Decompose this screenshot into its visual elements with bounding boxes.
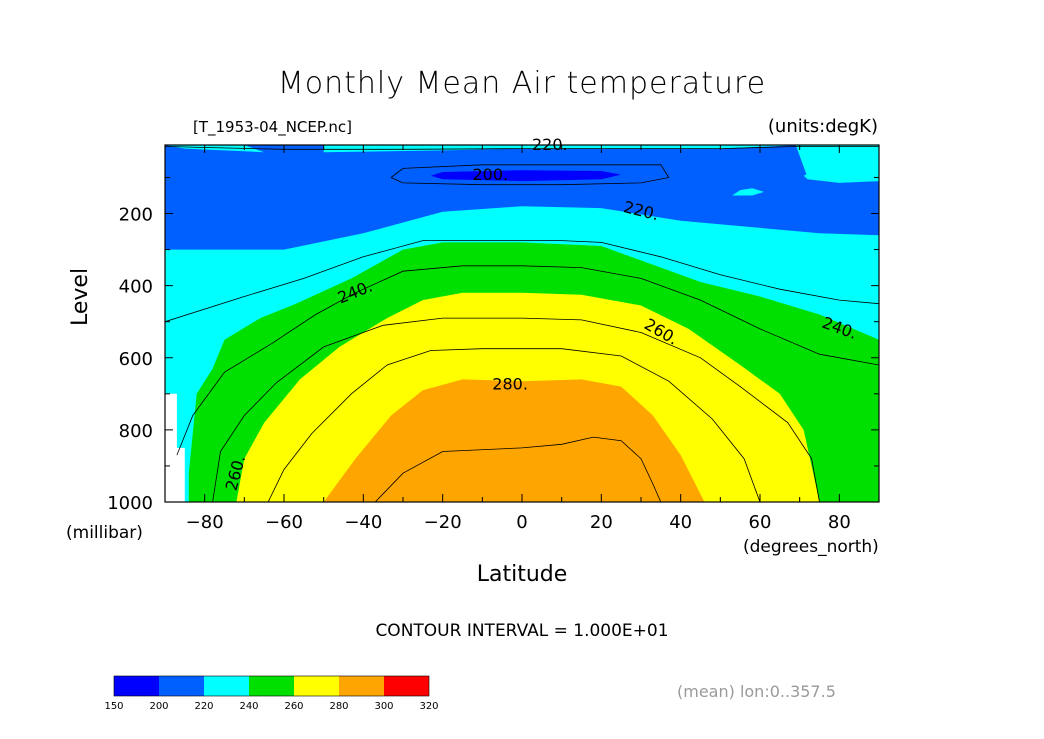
colorbar-swatch xyxy=(339,676,384,696)
contour-region-9 xyxy=(323,379,705,502)
colorbar-tick-label: 320 xyxy=(419,701,438,712)
y-tick-label: 800 xyxy=(119,421,153,442)
x-tick-label: −60 xyxy=(265,512,303,533)
colorbar-swatch xyxy=(114,676,159,696)
x-tick-label: 80 xyxy=(828,512,851,533)
y-axis-units: (millibar) xyxy=(66,523,143,543)
colorbar-tick-label: 240 xyxy=(239,701,258,712)
contour-line-6 xyxy=(374,436,662,502)
contour-line-3 xyxy=(176,265,879,456)
colorbar-tick-label: 300 xyxy=(374,701,393,712)
y-tick-label: 400 xyxy=(119,277,153,298)
x-tick-label: −80 xyxy=(186,512,224,533)
y-tick-label: 600 xyxy=(119,349,153,370)
contour-region-6 xyxy=(430,170,622,182)
y-tick-label: 1000 xyxy=(107,493,153,514)
contour-label: 200. xyxy=(472,165,508,184)
colorbar-frame xyxy=(113,675,430,697)
colorbar-swatch xyxy=(159,676,204,696)
contour-line-4 xyxy=(212,317,820,502)
contour-line-1 xyxy=(390,164,670,186)
y-axis-label: Level xyxy=(68,267,93,326)
units-label: (units:degK) xyxy=(767,116,878,137)
mean-note: (mean) lon:0..357.5 xyxy=(677,682,836,701)
x-tick-label: 0 xyxy=(516,512,527,533)
y-tick-label: 200 xyxy=(119,205,153,226)
x-axis-label: Latitude xyxy=(476,562,568,587)
x-tick-label: −40 xyxy=(344,512,382,533)
colorbar-swatch xyxy=(294,676,339,696)
contour-label: 280. xyxy=(492,374,528,393)
x-tick-label: 20 xyxy=(590,512,613,533)
contour-line-2 xyxy=(165,240,879,323)
x-axis-units: (degrees_north) xyxy=(743,537,879,557)
colorbar-tick-label: 280 xyxy=(329,701,348,712)
x-tick-label: 60 xyxy=(749,512,772,533)
colorbar-tick-label: 220 xyxy=(194,701,213,712)
contour-interval-text: CONTOUR INTERVAL = 1.000E+01 xyxy=(375,621,669,641)
contour-region-10 xyxy=(165,393,185,502)
colorbar-tick-label: 200 xyxy=(149,701,168,712)
contour-region-1 xyxy=(165,145,879,250)
contour-region-4 xyxy=(732,188,764,196)
colorbar-tick-label: 150 xyxy=(104,701,123,712)
colorbar-swatch xyxy=(249,676,294,696)
x-tick-label: −20 xyxy=(424,512,462,533)
contour-region-5 xyxy=(803,166,879,183)
chart-title: Monthly Mean Air temperature xyxy=(277,66,767,101)
colorbar-swatch xyxy=(204,676,249,696)
x-tick-label: 40 xyxy=(669,512,692,533)
contour-line-5 xyxy=(267,348,761,502)
colorbar-tick-label: 260 xyxy=(284,701,303,712)
file-label: [T_1953-04_NCEP.nc] xyxy=(193,118,352,136)
colorbar-swatch xyxy=(384,676,429,696)
